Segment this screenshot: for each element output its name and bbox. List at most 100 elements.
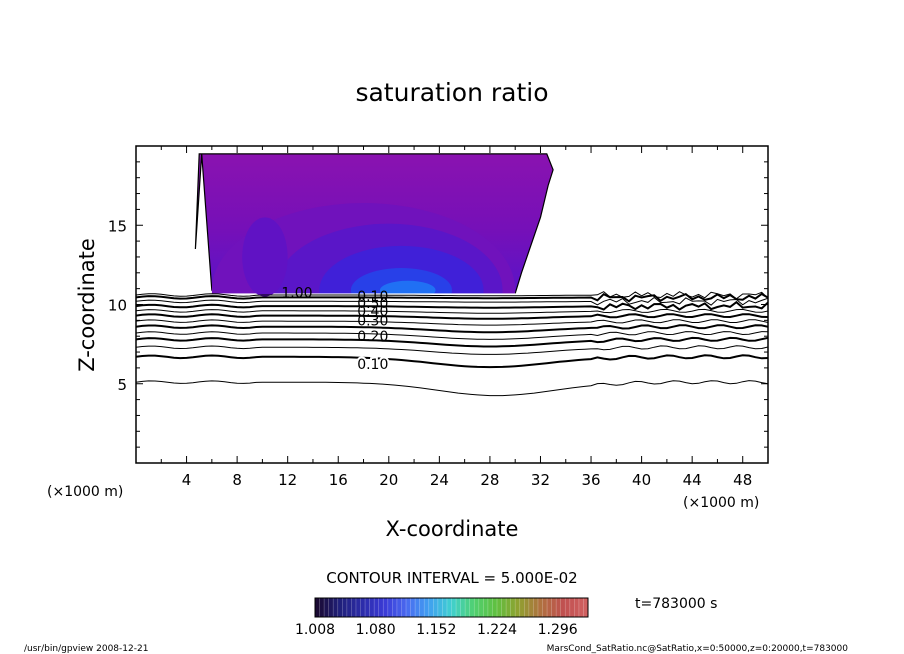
colorbar-swatch (315, 598, 320, 617)
time-label: t=783000 s (635, 596, 717, 612)
x-unit-label: (×1000 m) (683, 495, 759, 511)
colorbar-tick-label: 1.008 (295, 622, 335, 638)
contour-line-0.30 (136, 324, 768, 334)
colorbar-tick-label: 1.152 (416, 622, 456, 638)
colorbar-swatch (410, 598, 416, 617)
colorbar-swatch (446, 598, 452, 617)
chart-title: saturation ratio (355, 78, 548, 107)
colorbar-swatch (387, 598, 393, 617)
contour-label: 0.30 (357, 313, 388, 329)
colorbar-swatch (569, 598, 575, 617)
x-tick-label: 28 (480, 471, 499, 489)
z-tick-label: 15 (108, 217, 127, 235)
colorbar-swatch (424, 598, 430, 617)
colorbar-swatch (401, 598, 407, 617)
colorbar-swatch (337, 598, 343, 617)
colorbar-swatch (442, 598, 448, 617)
cloud-lobe (242, 217, 288, 297)
colorbar-swatch (355, 598, 361, 617)
z-axis-label: Z-coordinate (75, 238, 99, 372)
contour-label: 0.40 (357, 304, 388, 320)
contour-interval-text: CONTOUR INTERVAL = 5.000E-02 (326, 569, 577, 587)
colorbar: 1.008 1.080 1.152 1.224 1.296 (295, 597, 589, 638)
z-tick-label: 10 (108, 297, 127, 315)
colorbar-swatch (465, 598, 470, 617)
colorbar-swatch (497, 598, 502, 617)
z-tick-label: 5 (117, 376, 127, 394)
colorbar-swatch (378, 598, 384, 617)
colorbar-swatch (483, 598, 489, 617)
contour-line-0.40 (136, 313, 768, 320)
colorbar-swatch (519, 598, 525, 617)
contour-label: 0.20 (357, 329, 388, 345)
contour-line-0.05 (136, 380, 768, 397)
colorbar-swatch (583, 598, 589, 617)
x-tick-label: 16 (329, 471, 348, 489)
contour-line-0.35 (136, 319, 768, 326)
colorbar-swatch (460, 598, 466, 617)
colorbar-swatch (374, 598, 379, 617)
contour-line-0.50 (136, 300, 768, 311)
colorbar-swatch (333, 598, 339, 617)
colorbar-swatch (456, 598, 461, 617)
colorbar-frame (314, 597, 589, 618)
x-tick-label: 48 (733, 471, 752, 489)
colorbar-swatch (328, 598, 334, 617)
x-tick-label: 36 (581, 471, 600, 489)
colorbar-swatch (346, 598, 352, 617)
x-tick-label: 4 (182, 471, 192, 489)
colorbar-tick-label: 1.224 (477, 622, 517, 638)
colorbar-swatch (560, 598, 566, 617)
colorbar-swatch (487, 598, 493, 617)
colorbar-swatch (437, 598, 443, 617)
colorbar-swatch (469, 598, 475, 617)
colorbar-swatch (565, 598, 571, 617)
colorbar-swatch (542, 598, 548, 617)
colorbar-swatch (515, 598, 521, 617)
colorbar-swatch (556, 598, 561, 617)
colorbar-swatch (528, 598, 534, 617)
contour-line-0.60 (136, 292, 768, 303)
x-axis-label: X-coordinate (386, 517, 519, 541)
colorbar-swatch (574, 598, 580, 617)
contour-line-0.15 (136, 345, 768, 355)
contour-label: 0.10 (357, 357, 388, 373)
plot-layer: 1.000.100.200.300.400.500.10 (136, 153, 768, 463)
colorbar-swatch (433, 598, 439, 617)
x-tick-label: 12 (278, 471, 297, 489)
x-tick-label: 32 (531, 471, 550, 489)
contour-line-0.20 (136, 336, 768, 348)
x-tick-label: 40 (632, 471, 651, 489)
colorbar-swatch (478, 598, 484, 617)
contour-line-0.25 (136, 331, 768, 340)
colorbar-swatch (324, 598, 329, 617)
colorbar-swatch (392, 598, 398, 617)
contour-label: 1.00 (281, 286, 312, 302)
colorbar-swatch (396, 598, 402, 617)
colorbar-swatch (365, 598, 370, 617)
colorbar-swatch (524, 598, 530, 617)
colorbar-tick-label: 1.296 (538, 622, 578, 638)
colorbar-swatch (428, 598, 434, 617)
colorbar-swatch (551, 598, 557, 617)
colorbar-swatch (406, 598, 411, 617)
contour-line-0.55 (136, 296, 768, 306)
contour-label: 0.10 (357, 289, 388, 305)
colorbar-swatch (351, 598, 357, 617)
x-tick-label: 44 (683, 471, 702, 489)
colorbar-swatch (578, 598, 584, 617)
colorbar-swatch (451, 598, 457, 617)
colorbar-swatch (510, 598, 516, 617)
contour-line-0.45 (136, 308, 768, 314)
colorbar-swatch (547, 598, 552, 617)
colorbar-swatch (383, 598, 389, 617)
contour-line-0.10 (136, 354, 768, 369)
colorbar-swatch (474, 598, 480, 617)
colorbar-tick-label: 1.080 (356, 622, 396, 638)
colorbar-swatch (537, 598, 543, 617)
z-unit-label: (×1000 m) (47, 484, 123, 500)
colorbar-swatch (533, 598, 539, 617)
colorbar-swatch (506, 598, 511, 617)
